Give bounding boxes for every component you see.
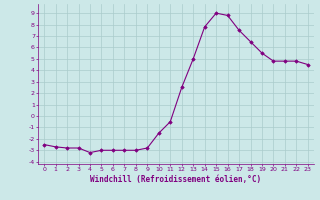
X-axis label: Windchill (Refroidissement éolien,°C): Windchill (Refroidissement éolien,°C) [91,175,261,184]
